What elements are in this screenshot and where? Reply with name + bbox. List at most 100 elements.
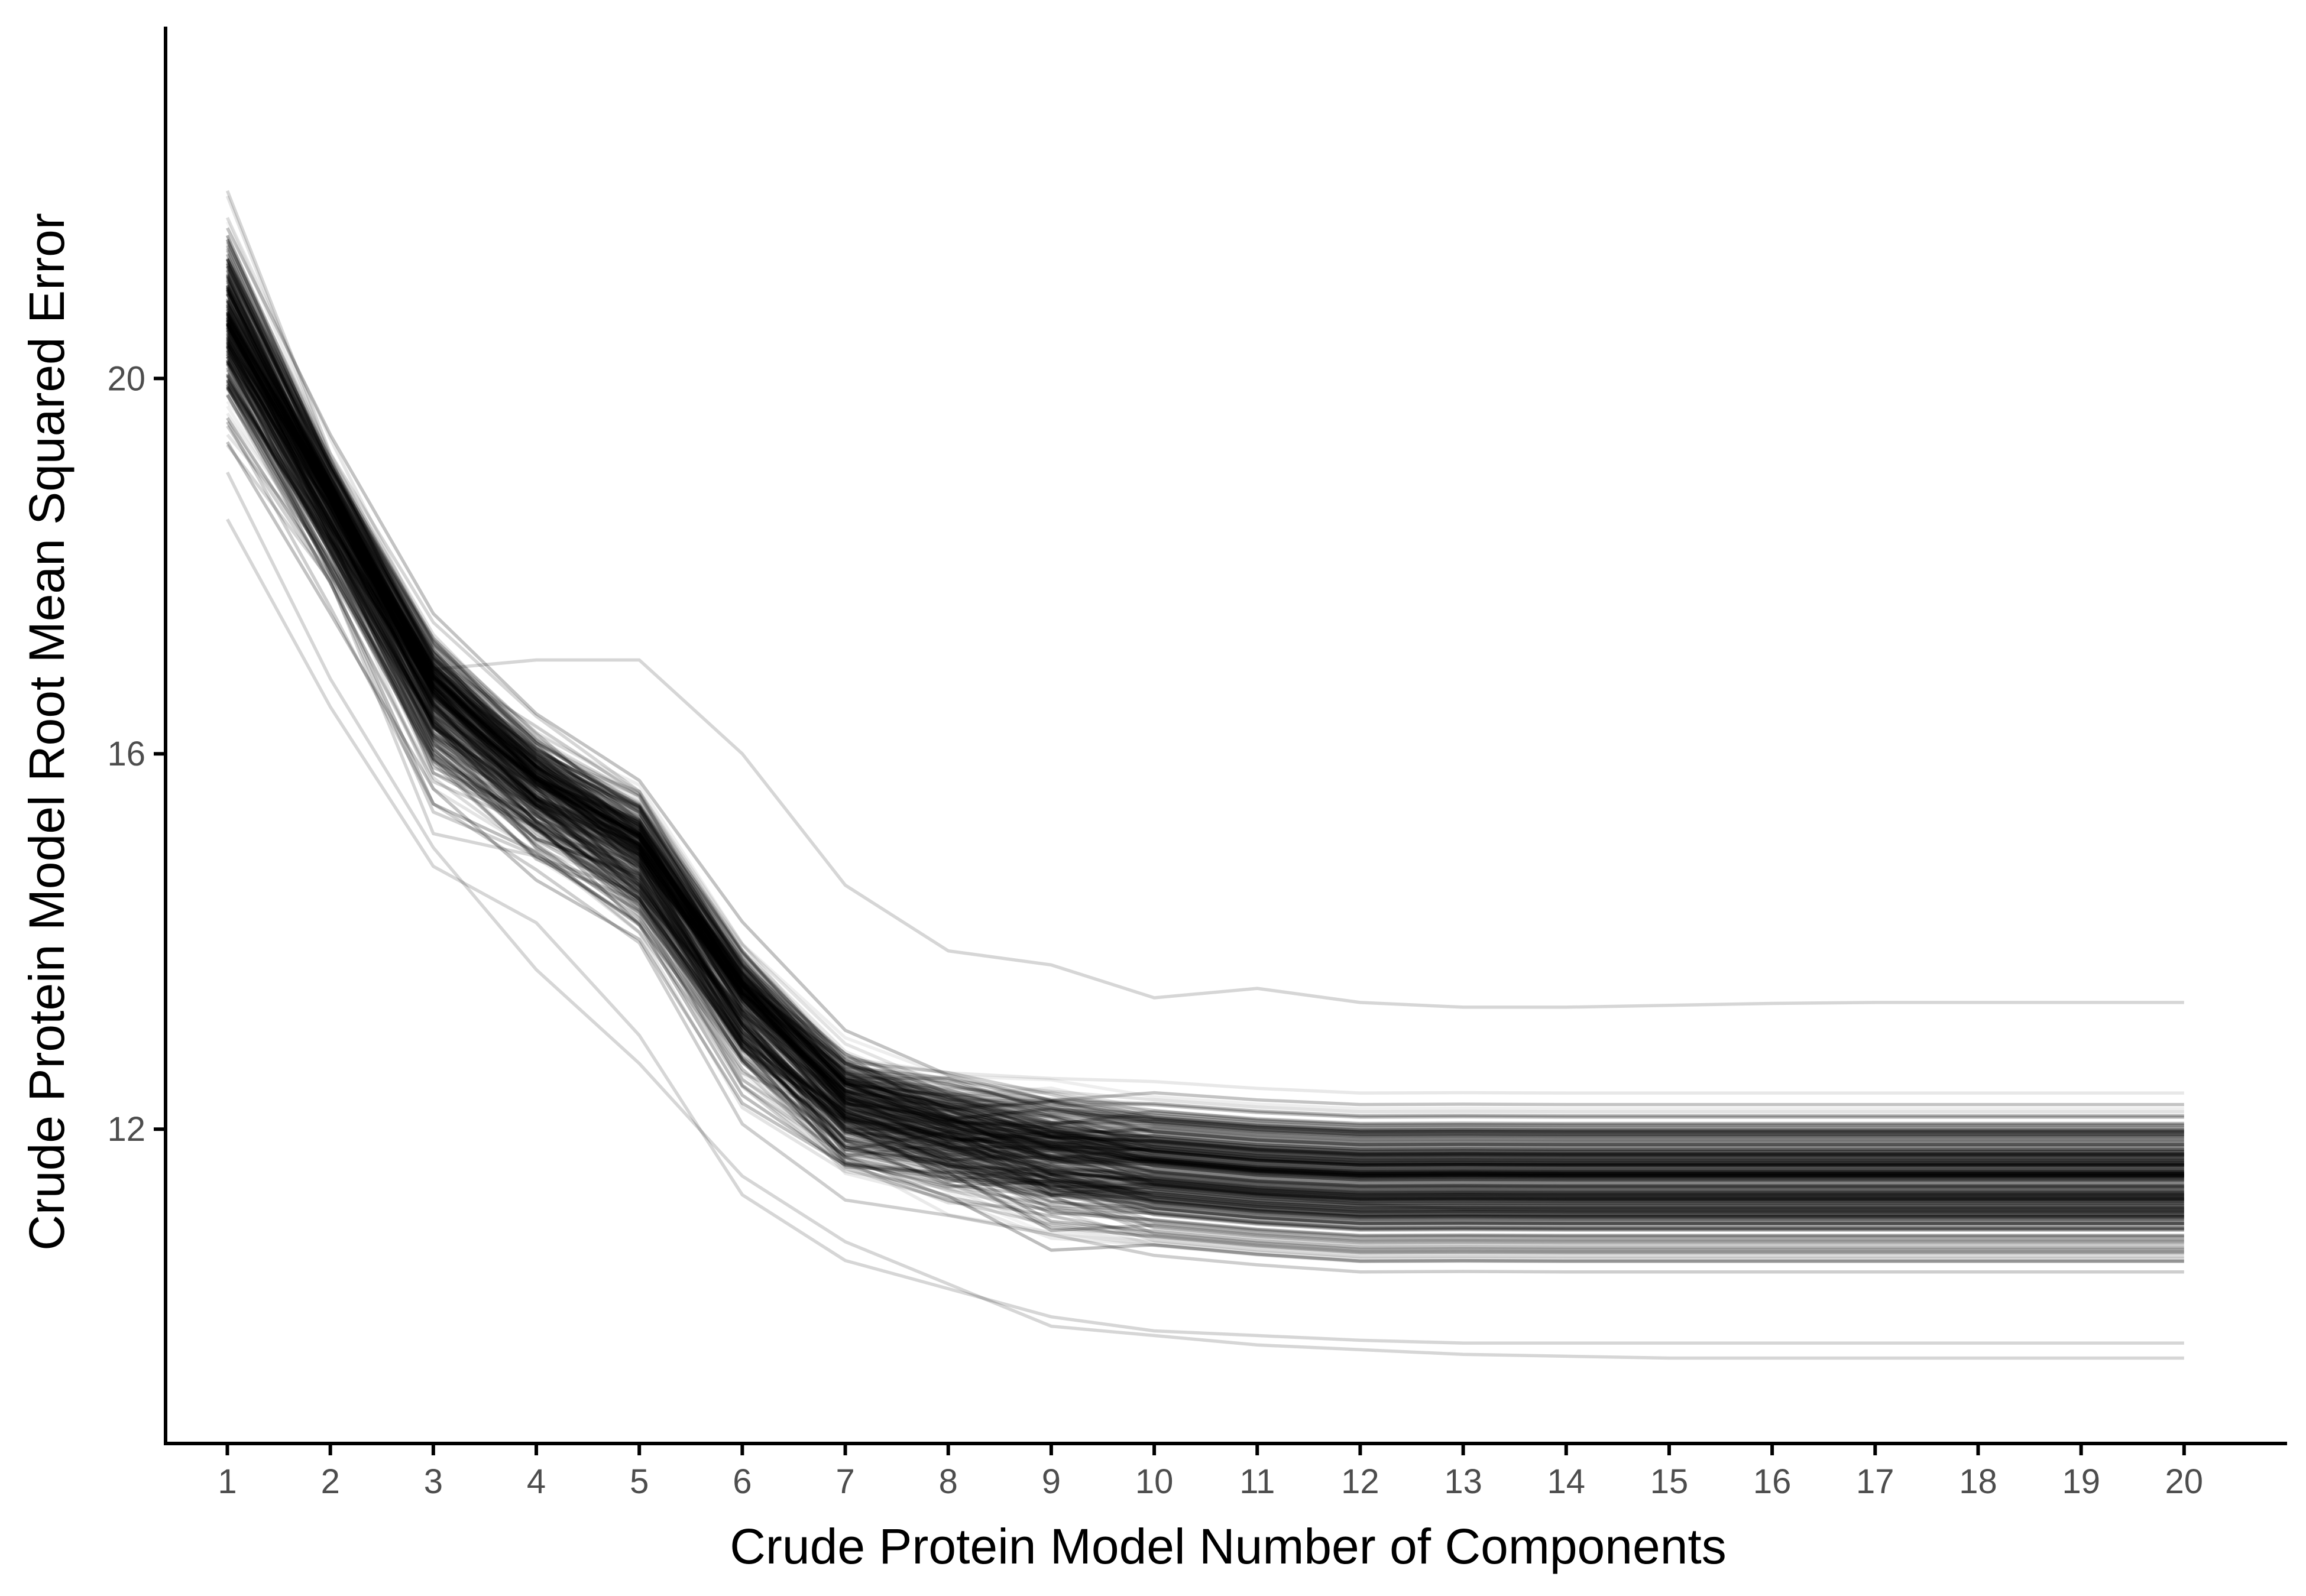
- x-tick-label: 3: [424, 1462, 443, 1501]
- rmse-series-line: [226, 316, 2184, 1204]
- rmse-series-line: [226, 304, 2184, 1204]
- rmse-series-line: [226, 339, 2184, 1165]
- rmse-series-line: [226, 270, 2184, 1163]
- rmse-series-line: [226, 297, 2184, 1156]
- rmse-series-line: [226, 353, 2184, 1198]
- x-tick-label: 20: [2165, 1462, 2204, 1501]
- rmse-series-line: [226, 316, 2184, 1143]
- x-tick-label: 12: [1341, 1462, 1379, 1501]
- rmse-series-line: [226, 338, 2184, 1188]
- rmse-series-line: [226, 322, 2184, 1137]
- rmse-series-line: [226, 379, 2184, 1243]
- rmse-series-line: [226, 360, 2184, 1187]
- rmse-series-line: [226, 289, 2184, 1231]
- rmse-series-line: [226, 325, 2184, 1209]
- rmse-series-line: [226, 327, 2184, 1197]
- rmse-series-line: [226, 324, 2184, 1157]
- rmse-series-line: [226, 270, 2184, 1133]
- rmse-series-line: [226, 387, 2184, 1192]
- rmse-series-line: [226, 348, 2184, 1246]
- rmse-series-line: [226, 306, 2184, 1173]
- rmse-series-line: [226, 261, 2184, 1197]
- rmse-series-line: [226, 405, 2184, 1175]
- rmse-series-line: [226, 275, 2184, 1163]
- rmse-series-line: [226, 287, 2184, 1182]
- rmse-series-line: [226, 322, 2184, 1167]
- rmse-series-line: [225, 195, 2184, 1177]
- rmse-series-line: [226, 300, 2184, 1212]
- rmse-series-line: [226, 362, 2184, 1218]
- rmse-series-line: [225, 240, 2184, 1111]
- rmse-series-line: [226, 329, 2184, 1259]
- rmse-series-line: [226, 387, 2184, 1217]
- rmse-series-line: [226, 325, 2184, 1171]
- rmse-series-line: [226, 345, 2184, 1225]
- rmse-series-line: [226, 358, 2184, 1194]
- rmse-series-line: [226, 299, 2184, 1176]
- rmse-series-line: [226, 319, 2184, 1133]
- rmse-series-line: [226, 284, 2184, 1174]
- rmse-series-line: [226, 319, 2184, 1162]
- rmse-series-line: [226, 425, 2184, 1255]
- rmse-series-line: [226, 309, 2184, 1168]
- rmse-series-line: [226, 290, 2184, 1136]
- rmse-series-line: [226, 290, 2184, 1190]
- rmse-series-line: [226, 341, 2184, 1208]
- rmse-series-line: [226, 317, 2184, 1254]
- rmse-series-line: [226, 305, 2184, 1193]
- rmse-series-line: [226, 361, 2184, 1136]
- rmse-series-line: [226, 300, 2184, 1177]
- rmse-series-line: [225, 235, 2184, 1153]
- rmse-series-line: [226, 227, 2184, 1107]
- rmse-series-line: [226, 325, 2184, 1217]
- rmse-series-line: [226, 312, 2184, 1208]
- rmse-series-line: [226, 281, 2184, 1169]
- x-tick-label: 19: [2062, 1462, 2100, 1501]
- rmse-series-line: [226, 359, 2184, 1155]
- rmse-series-line: [226, 330, 2184, 1177]
- rmse-series-line: [226, 345, 2184, 1138]
- x-tick-label: 11: [1239, 1462, 1275, 1501]
- rmse-series-line: [225, 238, 2184, 1167]
- rmse-series-line: [226, 292, 2184, 1174]
- rmse-series-line: [226, 349, 2184, 1201]
- rmse-series-line: [226, 265, 2184, 1114]
- rmse-series-line: [226, 280, 2184, 1202]
- x-tick-label: 10: [1135, 1462, 1174, 1501]
- rmse-series-line: [226, 287, 2184, 1160]
- rmse-series-line: [226, 376, 2184, 1162]
- rmse-series-line: [226, 308, 2184, 1153]
- rmse-series-line: [226, 331, 2184, 1225]
- rmse-series-line: [226, 443, 2184, 1206]
- rmse-series-line: [226, 362, 2184, 1208]
- x-tick-label: 13: [1444, 1462, 1482, 1501]
- rmse-series-line: [226, 362, 2184, 1144]
- rmse-series-line: [226, 355, 2184, 1156]
- rmse-series-line: [226, 326, 2184, 1193]
- rmse-series-line: [226, 351, 2184, 1204]
- rmse-series-line: [226, 379, 2184, 1188]
- rmse-series-line: [226, 323, 2184, 1167]
- rmse-series-line: [226, 378, 2184, 1166]
- rmse-series-line: [226, 254, 2184, 1133]
- rmse-series-line: [226, 339, 2184, 1160]
- rmse-series-line: [226, 323, 2184, 1175]
- rmse-series-line: [226, 326, 2184, 1195]
- rmse-series-line: [226, 361, 2184, 1163]
- rmse-highlighted-series-line: [226, 265, 2184, 1211]
- rmse-series-line: [226, 331, 2184, 1218]
- rmse-series-line: [226, 310, 2184, 1199]
- rmse-series-line: [226, 394, 2184, 1225]
- rmse-series-line: [226, 293, 2184, 1188]
- rmse-series-line: [226, 340, 2184, 1190]
- rmse-series-line: [226, 366, 2184, 1241]
- rmse-series-line: [226, 320, 2184, 1198]
- rmse-series-line: [226, 257, 2184, 1151]
- rmse-series-line: [226, 374, 2184, 1219]
- rmse-series-line: [226, 317, 2184, 1204]
- rmse-series-line: [226, 293, 2184, 1136]
- rmse-series-line: [226, 394, 2184, 1175]
- rmse-series-line: [226, 301, 2184, 1160]
- rmse-series-line: [226, 393, 2184, 1227]
- y-tick-label: 16: [107, 735, 145, 773]
